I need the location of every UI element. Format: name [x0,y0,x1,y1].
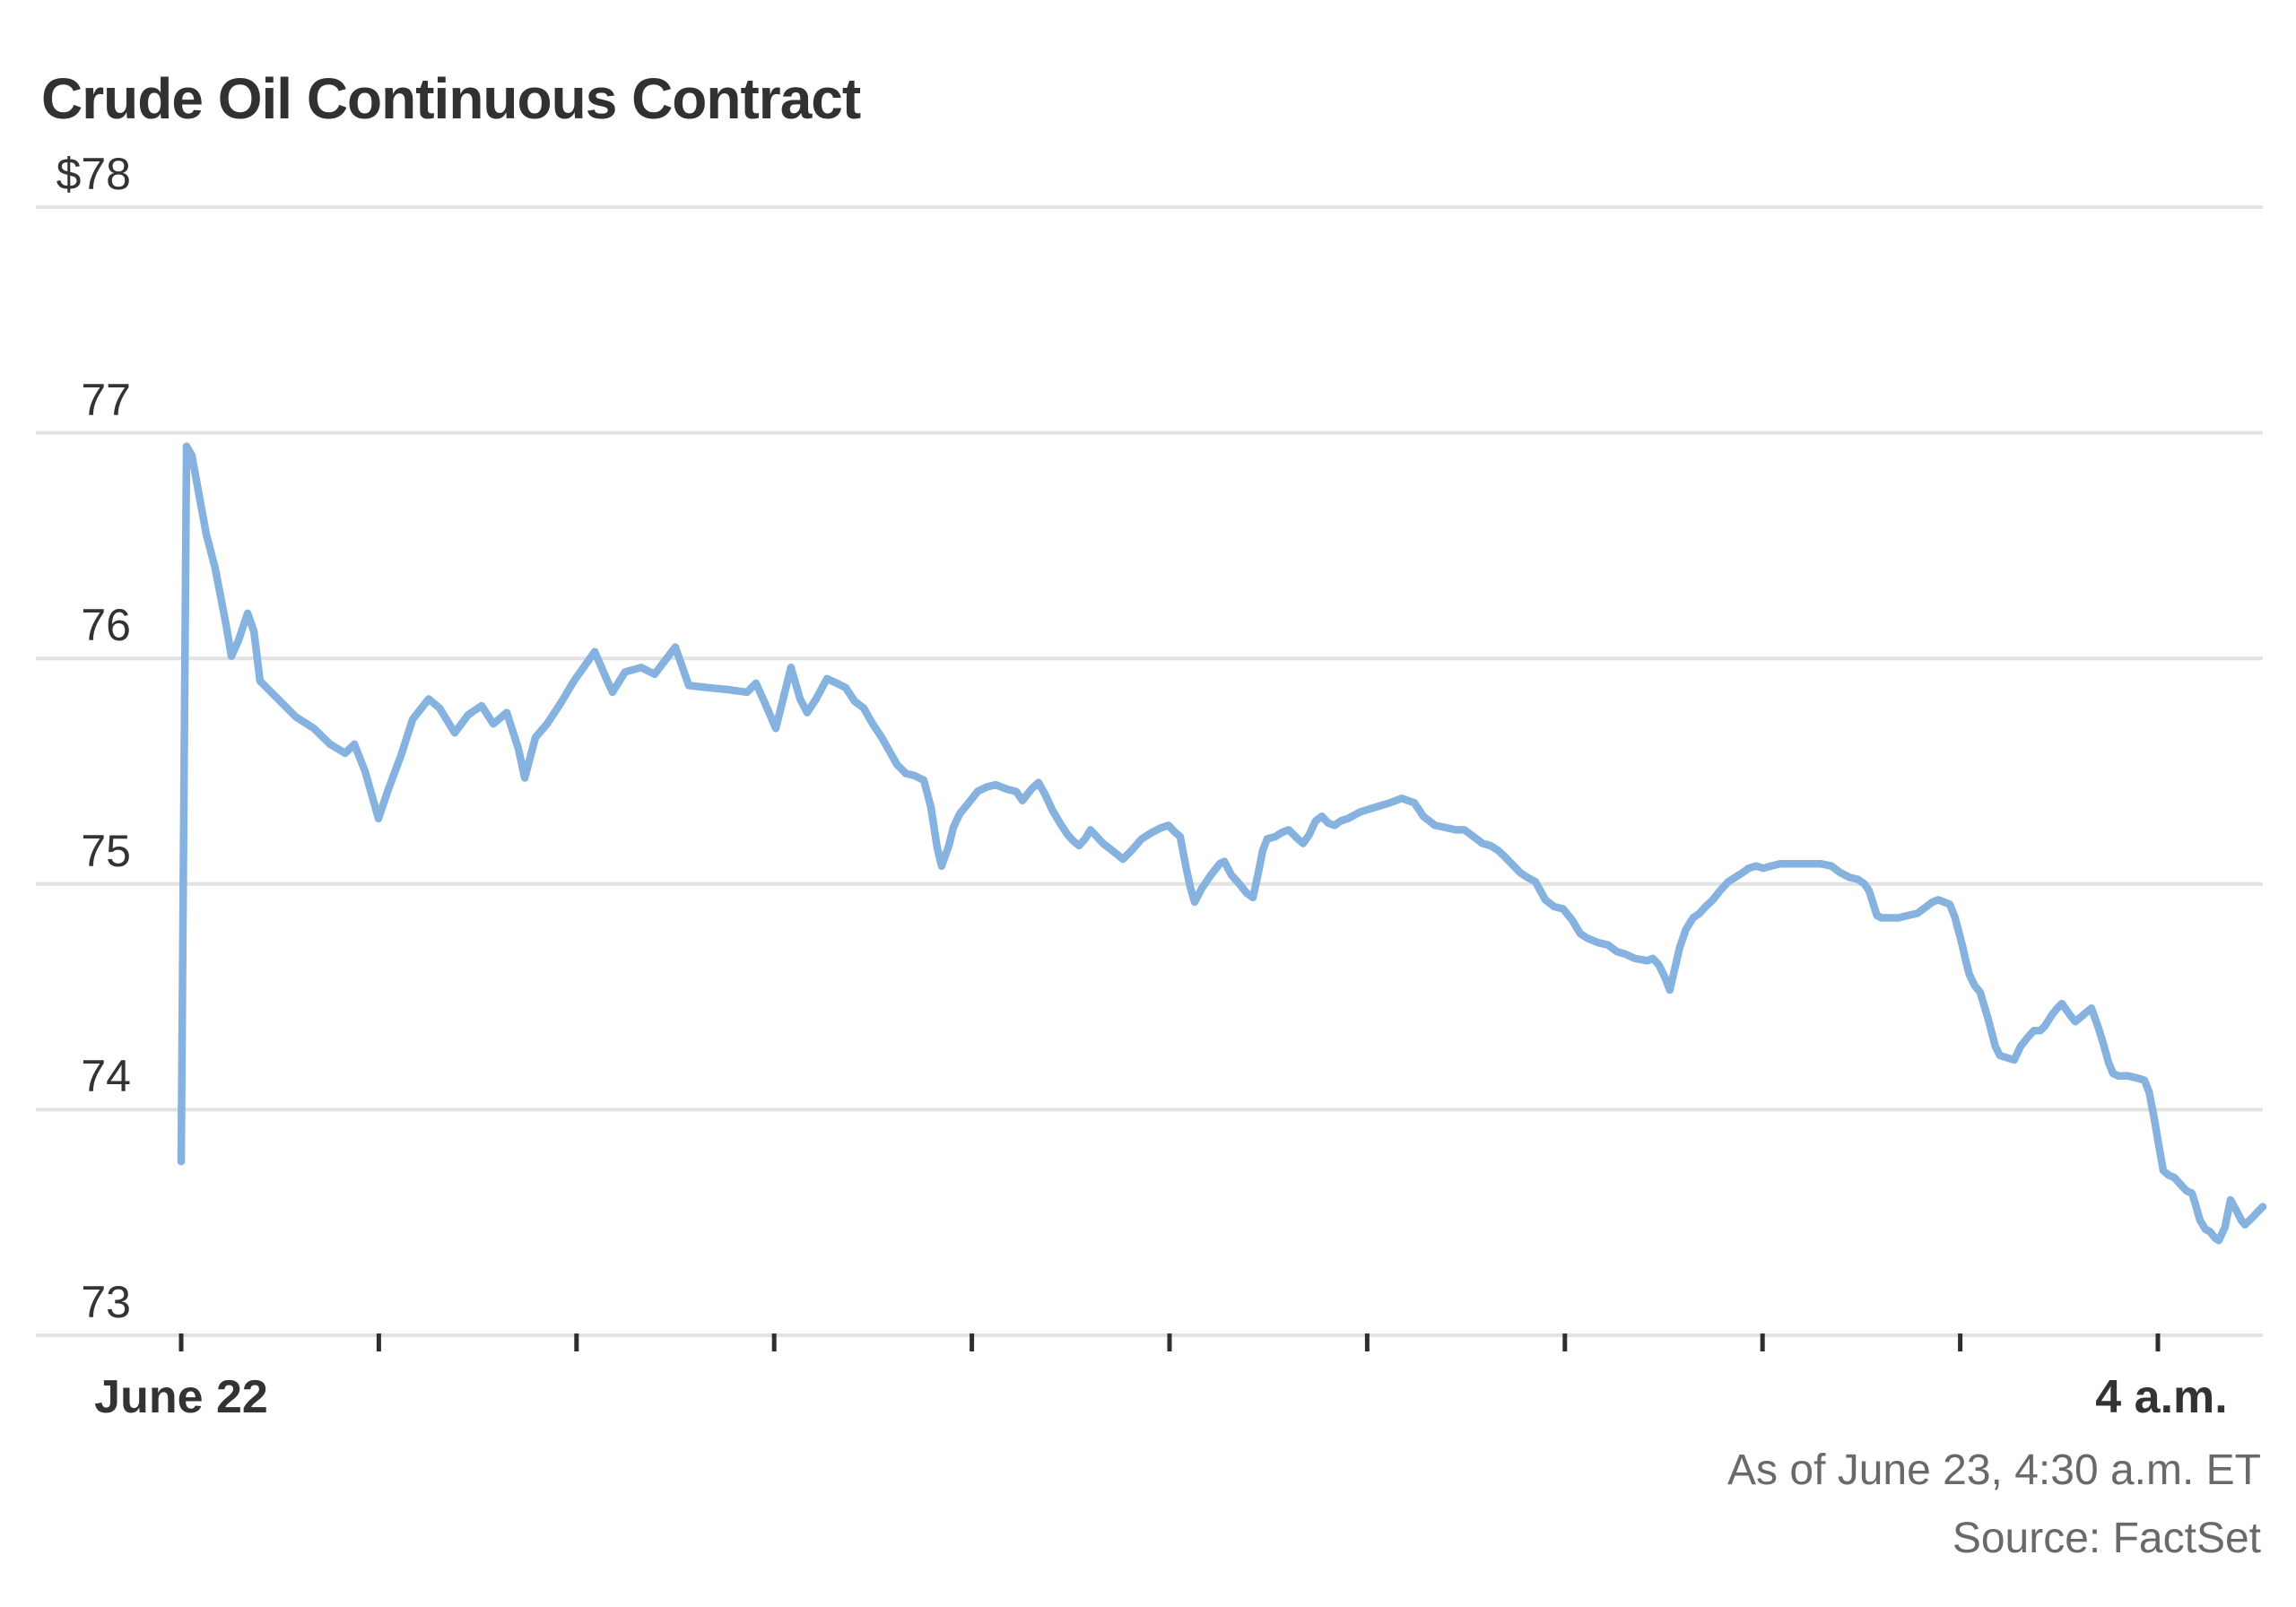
y-axis-label-76: 76 [81,600,131,651]
as-of-note: As of June 23, 4:30 a.m. ET [1727,1446,2261,1494]
y-axis-label-75: 75 [81,825,131,876]
y-axis-label-77: 77 [81,374,131,425]
y-axis-label-73: 73 [81,1277,131,1327]
source-note: Source: FactSet [1952,1515,2261,1562]
price-line [177,442,2267,1245]
y-axis-label-78: $78 [56,149,131,199]
y-axis-label-74: 74 [81,1051,131,1102]
x-axis-label-4am: 4 a.m. [2095,1371,2228,1423]
chart-title: Crude Oil Continuous Contract [41,65,861,131]
chart-footnotes: As of June 23, 4:30 a.m. ET Source: Fact… [1727,1437,2261,1573]
x-axis-label-june-22: June 22 [94,1371,268,1423]
